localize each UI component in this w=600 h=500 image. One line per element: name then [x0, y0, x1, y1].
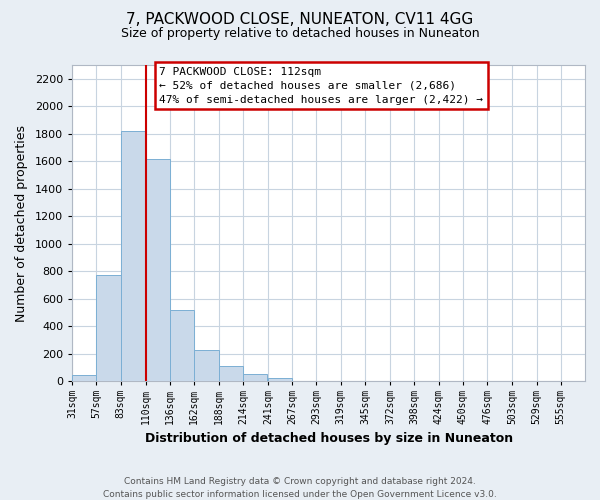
- Bar: [268, 378, 292, 382]
- Bar: [72, 374, 97, 382]
- Text: Contains HM Land Registry data © Crown copyright and database right 2024.: Contains HM Land Registry data © Crown c…: [124, 478, 476, 486]
- Bar: [243, 374, 267, 382]
- Text: 7, PACKWOOD CLOSE, NUNEATON, CV11 4GG: 7, PACKWOOD CLOSE, NUNEATON, CV11 4GG: [127, 12, 473, 28]
- Bar: [121, 131, 145, 382]
- Bar: [170, 310, 194, 382]
- Bar: [218, 366, 243, 382]
- Text: Size of property relative to detached houses in Nuneaton: Size of property relative to detached ho…: [121, 28, 479, 40]
- X-axis label: Distribution of detached houses by size in Nuneaton: Distribution of detached houses by size …: [145, 432, 512, 445]
- Y-axis label: Number of detached properties: Number of detached properties: [15, 124, 28, 322]
- Bar: [194, 350, 218, 382]
- Text: 7 PACKWOOD CLOSE: 112sqm
← 52% of detached houses are smaller (2,686)
47% of sem: 7 PACKWOOD CLOSE: 112sqm ← 52% of detach…: [160, 66, 484, 104]
- Bar: [97, 275, 121, 382]
- Bar: [146, 158, 170, 382]
- Text: Contains public sector information licensed under the Open Government Licence v3: Contains public sector information licen…: [103, 490, 497, 499]
